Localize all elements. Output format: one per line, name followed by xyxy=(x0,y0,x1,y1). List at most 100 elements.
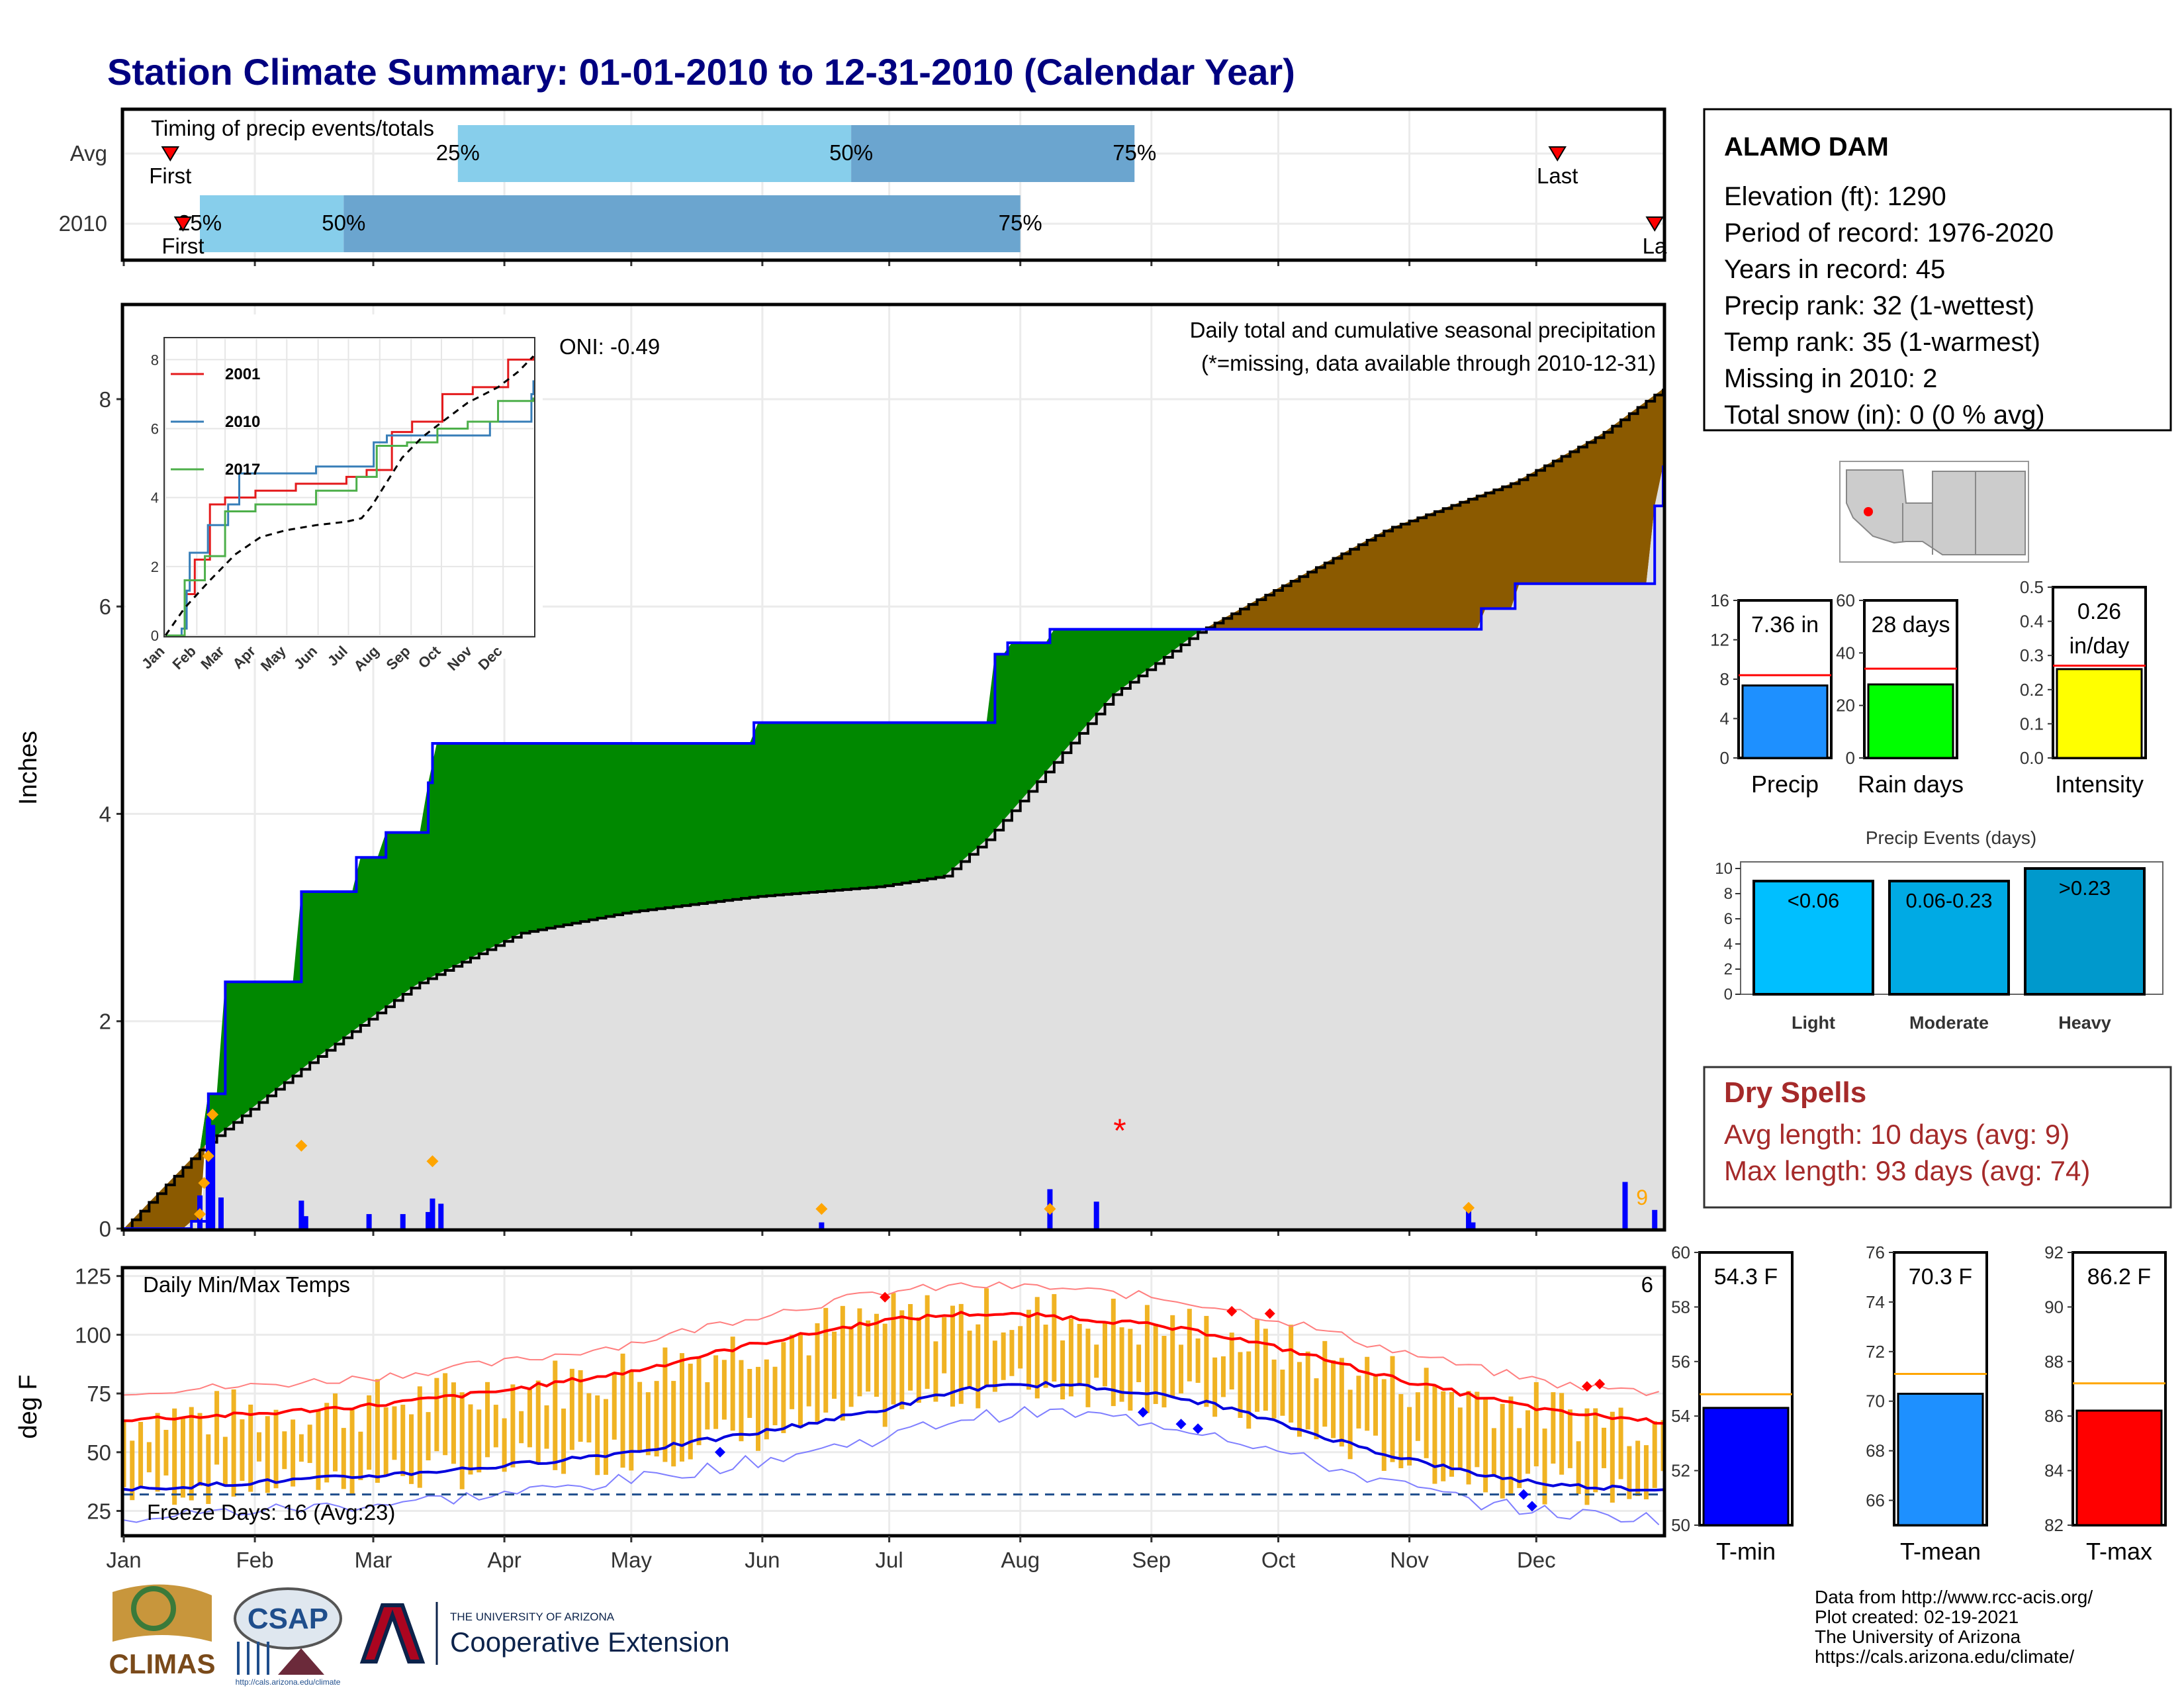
events-category-label: Light xyxy=(1792,1013,1835,1033)
daily-temp-range-bar xyxy=(1136,1344,1142,1383)
summary-bar-charts: 0 4 8 12 16 7.36 in Precip 0 20 40 60 28 days Rain d… xyxy=(1710,577,2147,798)
locator-map xyxy=(1839,461,2029,563)
daily-temp-range-bar xyxy=(1094,1344,1099,1378)
precip-note: Daily total and cumulative seasonal prec… xyxy=(1190,318,1656,342)
daily-temp-range-bar xyxy=(1576,1441,1581,1495)
month-label: Apr xyxy=(487,1548,521,1572)
ua-block-a xyxy=(359,1603,426,1664)
temp-t-max-ytick-label: 82 xyxy=(2044,1515,2064,1535)
timing-bar-q2-0 xyxy=(457,125,852,182)
daily-temp-range-bar xyxy=(443,1373,448,1456)
credits: Data from http://www.rcc-acis.org/ Plot … xyxy=(1815,1587,2093,1667)
daily-temp-range-bar xyxy=(1635,1440,1641,1497)
daily-temp-range-bar xyxy=(409,1414,414,1484)
daily-temp-range-bar xyxy=(1161,1336,1167,1408)
dry-spells-card: Dry Spells Avg length: 10 days (avg: 9) … xyxy=(1703,1066,2172,1209)
daily-temp-range-bar xyxy=(180,1417,185,1498)
daily-temp-range-bar xyxy=(231,1389,236,1497)
daily-temp-range-bar xyxy=(417,1386,422,1488)
ua-logo: THE UNIVERSITY OF ARIZONA Cooperative Ex… xyxy=(359,1602,730,1665)
temp-t-max-ytick-label: 84 xyxy=(2044,1461,2064,1481)
avg-cumulative-area xyxy=(124,465,1663,1229)
month-label: Dec xyxy=(1517,1548,1556,1572)
temp-t-max-value-text: 86.2 F xyxy=(2087,1264,2151,1289)
precip-ytick-label: 4 xyxy=(99,802,111,826)
daily-temp-range-bar xyxy=(1077,1324,1082,1386)
daily-temp-range-bar xyxy=(1432,1385,1437,1484)
temp-t-min-label: T-min xyxy=(1716,1538,1776,1565)
daily-precip-bar xyxy=(205,1118,211,1229)
daily-temp-range-bar xyxy=(1491,1428,1496,1477)
daily-temp-range-bar xyxy=(1331,1360,1336,1438)
summary-rain-days-ytick-label: 20 xyxy=(1836,696,1855,716)
daily-temp-range-bar xyxy=(832,1331,837,1399)
summary-intensity-ytick-label: 0.4 xyxy=(2020,612,2044,632)
daily-temp-range-bar xyxy=(527,1389,532,1448)
summary-intensity-label: Intensity xyxy=(2055,771,2144,798)
daily-temp-range-bar xyxy=(1026,1309,1031,1390)
last-event-label: Last xyxy=(1537,164,1578,188)
daily-temp-range-bar xyxy=(1246,1351,1251,1429)
temp-t-max-value-bar xyxy=(2075,1409,2163,1526)
month-label: Nov xyxy=(1390,1548,1429,1572)
daily-temp-range-bar xyxy=(730,1336,735,1431)
timing-row-2010-label: 2010 xyxy=(59,211,107,236)
events-ytick-label: 8 xyxy=(1724,885,1733,903)
daily-temp-range-bar xyxy=(1263,1329,1268,1411)
daily-temp-range-bar xyxy=(958,1303,964,1404)
drier-than-avg-area xyxy=(124,389,1663,1229)
events-bar-label: <0.06 xyxy=(1788,889,1839,912)
summary-intensity-ytick-label: 0.1 xyxy=(2020,714,2044,733)
station-card-frame xyxy=(1703,108,2172,432)
heavy-event-diamond xyxy=(295,1139,308,1152)
daily-temp-range-bar xyxy=(1390,1356,1395,1462)
daily-temp-range-bar xyxy=(1119,1327,1124,1402)
daily-temp-range-bar xyxy=(1466,1391,1471,1485)
inset-series-2017 xyxy=(165,397,535,637)
temp-t-mean-ytick-label: 68 xyxy=(1866,1441,1885,1461)
daily-temp-range-bar xyxy=(392,1406,397,1460)
daily-temp-range-bar xyxy=(1593,1408,1598,1493)
events-bar-label: >0.23 xyxy=(2059,876,2111,900)
summary-intensity-ytick-label: 0.2 xyxy=(2020,680,2044,700)
month-label: Aug xyxy=(1001,1548,1040,1572)
temp-t-max-ytick-label: 90 xyxy=(2044,1297,2064,1317)
daily-temp-range-bar xyxy=(662,1347,668,1462)
month-label: May xyxy=(611,1548,653,1572)
daily-temp-range-bar xyxy=(485,1382,490,1458)
inset-avg-dashed-line xyxy=(164,355,535,636)
daily-temp-range-bar xyxy=(679,1353,684,1462)
daily-temp-range-bar xyxy=(1111,1298,1116,1407)
temp-t-max-ytick-label: 88 xyxy=(2044,1352,2064,1372)
temp-ytick-label: 125 xyxy=(75,1264,111,1289)
summary-intensity-value-bar xyxy=(2056,668,2143,759)
daily-temp-range-bar xyxy=(1652,1421,1657,1488)
daily-temp-range-bar xyxy=(1153,1323,1158,1404)
station-info-line: Precip rank: 32 (1-wettest) xyxy=(1724,291,2034,320)
daily-temp-range-bar xyxy=(510,1384,516,1468)
daily-temp-range-bar xyxy=(1415,1392,1420,1441)
daily-temp-range-bar xyxy=(256,1432,261,1462)
timing-title: Timing of precip events/totals xyxy=(151,116,434,140)
events-title: Precip Events (days) xyxy=(1866,827,2036,848)
last-event-marker xyxy=(1645,216,1664,232)
daily-temp-range-bar xyxy=(214,1391,220,1465)
station-name: ALAMO DAM xyxy=(1724,132,1889,162)
daily-temp-range-bar xyxy=(933,1341,938,1402)
record-low-marker xyxy=(1175,1419,1187,1430)
daily-temp-range-bar xyxy=(925,1295,930,1389)
timing-pct-label: 75% xyxy=(1113,140,1156,165)
daily-temp-range-bar xyxy=(1195,1338,1201,1383)
daily-precip-bar xyxy=(438,1203,444,1229)
daily-temp-range-bar xyxy=(1449,1391,1454,1477)
inset-ytick-label: 2 xyxy=(151,559,159,575)
daily-temp-range-bar xyxy=(1339,1358,1344,1447)
daily-temp-range-bar xyxy=(1001,1332,1006,1380)
summary-rain-days-ytick-label: 0 xyxy=(1846,748,1855,768)
daily-temp-range-bar xyxy=(756,1366,761,1451)
month-label: Sep xyxy=(1132,1548,1171,1572)
temp-panel: 25 50 75 100 125 Daily Min/Max Temps 6 Freez… xyxy=(15,1264,1666,1572)
temp-frame xyxy=(120,1266,1666,1538)
daily-temp-range-bar xyxy=(426,1412,431,1461)
precip-panel: 0 2 4 6 8 Daily total and cumulative seasona… xyxy=(15,303,1666,1241)
